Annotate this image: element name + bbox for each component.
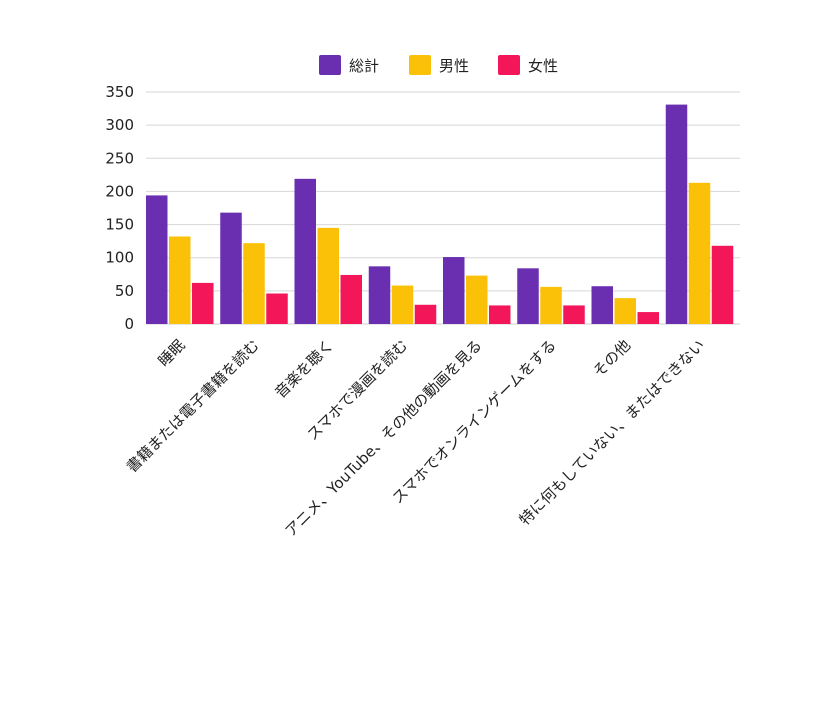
y-tick-label: 200 bbox=[105, 182, 134, 200]
legend-item[interactable]: 男性 bbox=[409, 55, 469, 75]
bar-male bbox=[169, 236, 191, 324]
bar-female bbox=[489, 305, 511, 324]
legend: 総計 男性 女性 bbox=[319, 55, 558, 75]
bar-female bbox=[414, 304, 437, 324]
bar-female bbox=[563, 305, 585, 324]
bar-male bbox=[317, 227, 339, 324]
legend-label: 女性 bbox=[528, 57, 558, 75]
bar-total bbox=[368, 266, 391, 324]
y-tick-label: 300 bbox=[105, 116, 134, 134]
legend-swatch bbox=[319, 55, 341, 75]
y-axis-ticks: 0 50 100 150 200 250 300 350 bbox=[105, 83, 134, 333]
bar-male bbox=[688, 182, 711, 324]
x-category-label: 睡眠 bbox=[155, 336, 189, 370]
y-tick-label: 350 bbox=[105, 83, 134, 101]
bar-male bbox=[540, 286, 562, 324]
y-tick-label: 0 bbox=[124, 315, 134, 333]
y-tick-label: 50 bbox=[115, 282, 134, 300]
bar-total bbox=[665, 104, 688, 324]
legend-item[interactable]: 総計 bbox=[319, 55, 379, 75]
bar-male bbox=[391, 285, 414, 324]
legend-swatch bbox=[498, 55, 520, 75]
x-category-label: その他 bbox=[590, 336, 635, 381]
bar-total bbox=[443, 257, 465, 324]
bar-female bbox=[340, 274, 362, 324]
bars bbox=[146, 104, 734, 324]
y-tick-label: 250 bbox=[105, 149, 134, 167]
legend-swatch bbox=[409, 55, 431, 75]
bar-total bbox=[220, 212, 242, 324]
y-tick-label: 100 bbox=[105, 249, 134, 267]
bar-female bbox=[637, 312, 659, 324]
bar-total bbox=[294, 178, 316, 324]
bar-female bbox=[192, 282, 214, 324]
legend-item[interactable]: 女性 bbox=[498, 55, 558, 75]
x-category-label: スマホでオンラインゲームをする bbox=[389, 336, 560, 507]
bar-total bbox=[517, 268, 539, 324]
bar-female bbox=[266, 293, 288, 324]
bar-male bbox=[466, 275, 488, 324]
bar-male bbox=[243, 243, 265, 324]
bar-female bbox=[711, 245, 734, 324]
bar-male bbox=[614, 298, 636, 324]
y-tick-label: 150 bbox=[105, 216, 134, 234]
bar-total bbox=[591, 286, 613, 324]
legend-label: 男性 bbox=[439, 57, 469, 75]
legend-label: 総計 bbox=[349, 57, 379, 75]
x-category-label: 書籍または電子書籍を読む bbox=[123, 336, 263, 476]
x-category-label: 音楽を聴く bbox=[271, 336, 337, 402]
bar-total bbox=[146, 195, 168, 324]
